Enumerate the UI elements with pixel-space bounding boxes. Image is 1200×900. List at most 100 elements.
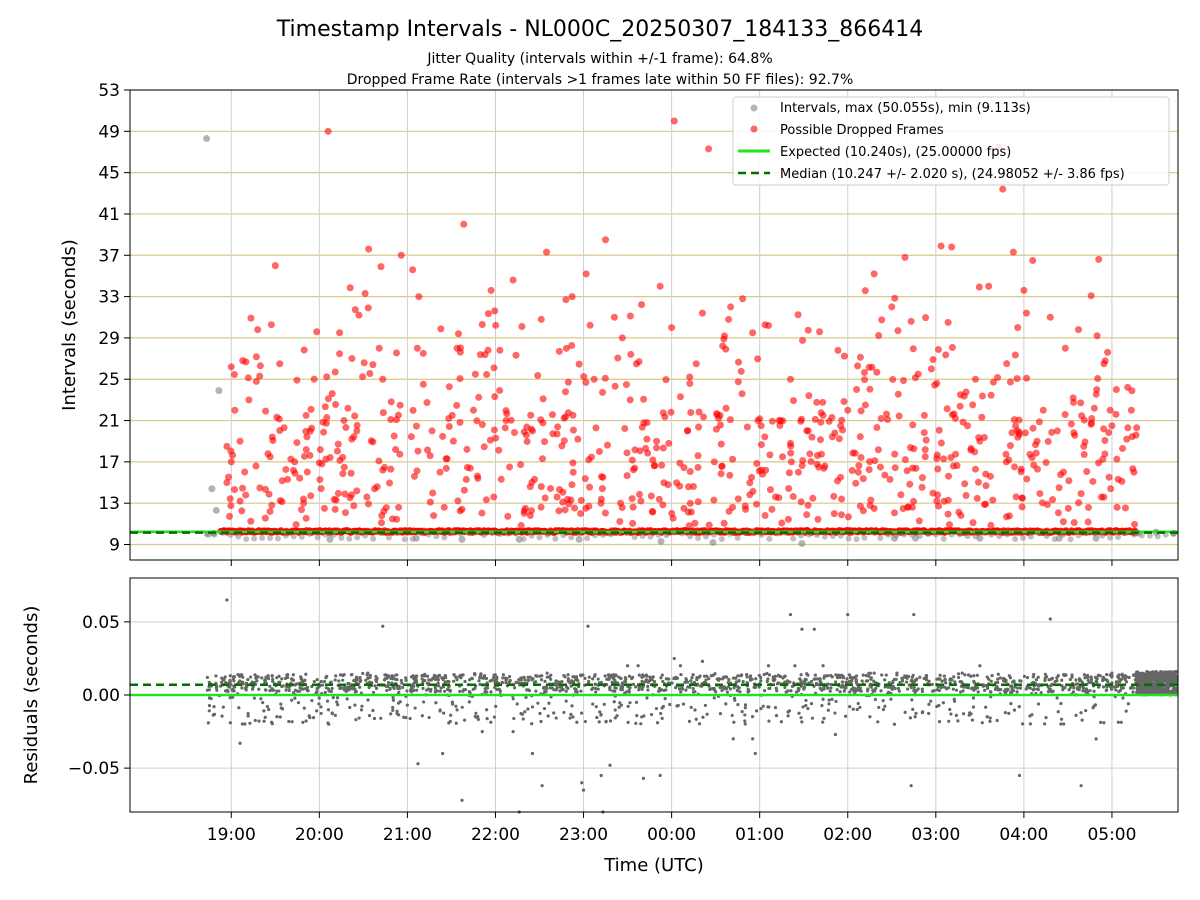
dropped-frame-point xyxy=(918,483,926,491)
residual-point xyxy=(350,672,354,677)
dropped-frame-point xyxy=(1055,484,1063,492)
dropped-frame-point xyxy=(940,455,948,463)
residual-point xyxy=(734,676,738,680)
residual-point xyxy=(1145,689,1149,693)
residual-point xyxy=(241,675,245,679)
dropped-frame-point xyxy=(628,456,636,464)
residual-point xyxy=(374,678,378,682)
dropped-frame-point xyxy=(636,447,644,455)
residual-point xyxy=(847,673,851,677)
residual-point xyxy=(628,701,632,705)
dropped-frame-point xyxy=(300,452,308,460)
residual-point xyxy=(477,679,481,683)
dropped-frame-point xyxy=(1108,422,1116,430)
dropped-frame-point xyxy=(766,486,774,494)
residual-point xyxy=(1081,686,1086,690)
residual-point xyxy=(746,687,750,691)
dropped-frame-point xyxy=(1084,518,1092,526)
dropped-frame-point xyxy=(512,351,520,359)
dropped-frame-point xyxy=(716,421,724,429)
dropped-frame-point xyxy=(269,437,277,445)
residual-point xyxy=(423,678,427,683)
residual-point xyxy=(461,689,465,693)
residual-point xyxy=(336,703,340,707)
residual-point xyxy=(425,681,429,685)
residual-point xyxy=(1136,689,1141,693)
dropped-frame-point xyxy=(854,362,862,370)
residual-point xyxy=(1120,672,1124,676)
bottom-xtick-label-5: 00:00 xyxy=(647,825,696,845)
residual-point xyxy=(231,695,235,699)
dropped-frame-point xyxy=(956,402,964,410)
dropped-frame-point xyxy=(1039,406,1047,414)
residual-point xyxy=(536,701,540,705)
residual-point xyxy=(984,705,988,709)
residual-point xyxy=(943,677,947,682)
dropped-frame-point xyxy=(456,348,464,356)
residual-point xyxy=(1062,722,1066,726)
residual-point xyxy=(246,714,250,718)
residual-point xyxy=(580,781,584,785)
dropped-frame-point xyxy=(324,127,332,135)
dropped-frame-point xyxy=(244,374,252,382)
dropped-frame-point xyxy=(569,459,577,467)
residual-point xyxy=(293,696,297,700)
dropped-frame-point xyxy=(486,436,494,444)
residual-point xyxy=(354,718,358,722)
dropped-frame-point xyxy=(852,479,860,487)
residual-point xyxy=(774,686,778,690)
dropped-frame-point xyxy=(262,407,270,415)
residual-point xyxy=(658,773,662,778)
residual-point xyxy=(312,679,316,684)
residual-point xyxy=(281,684,285,688)
residual-point xyxy=(753,751,757,756)
residual-point xyxy=(658,689,662,693)
dropped-frame-point xyxy=(629,503,637,511)
dropped-frame-point xyxy=(526,511,534,519)
dropped-frame-point xyxy=(686,467,694,475)
residual-point xyxy=(957,675,961,680)
dropped-frame-point xyxy=(868,363,876,371)
dropped-frame-point xyxy=(320,504,328,512)
dropped-frame-point xyxy=(834,346,842,354)
residual-point xyxy=(996,677,1000,681)
dropped-frame-point xyxy=(903,467,911,475)
residual-point xyxy=(492,715,497,719)
dropped-frame-point xyxy=(303,468,311,476)
residual-point xyxy=(228,721,232,725)
residual-point xyxy=(1003,688,1007,692)
residual-point xyxy=(704,678,708,682)
residual-point xyxy=(722,685,727,689)
residual-point xyxy=(446,679,450,684)
dropped-frame-point xyxy=(442,455,450,463)
residual-point xyxy=(357,716,361,720)
dropped-frame-point xyxy=(659,444,667,452)
dropped-frame-point xyxy=(238,507,246,515)
residual-point xyxy=(315,709,319,713)
residual-point xyxy=(944,681,948,685)
dropped-frame-point xyxy=(815,463,823,471)
residual-point xyxy=(635,713,639,718)
dropped-frame-point xyxy=(937,242,945,250)
residual-point xyxy=(431,676,435,681)
residual-point xyxy=(414,680,419,684)
dropped-frame-point xyxy=(876,463,884,471)
dropped-frame-point xyxy=(798,415,806,423)
residual-point xyxy=(659,676,663,680)
residual-point xyxy=(342,673,346,677)
residual-point xyxy=(275,715,279,719)
dropped-frame-point xyxy=(601,374,609,382)
dropped-frame-point xyxy=(1113,455,1121,463)
dropped-frame-point xyxy=(676,459,684,467)
dropped-frame-point xyxy=(1105,473,1113,481)
dropped-frame-point xyxy=(361,289,369,297)
dropped-frame-point xyxy=(371,485,379,493)
residual-point xyxy=(519,678,523,682)
dropped-frame-point xyxy=(395,503,403,511)
dropped-frame-point xyxy=(817,418,825,426)
residual-point xyxy=(439,686,443,690)
residual-point xyxy=(301,720,305,724)
residual-point xyxy=(637,685,641,689)
residual-point xyxy=(423,674,427,678)
interval-point xyxy=(584,535,591,542)
